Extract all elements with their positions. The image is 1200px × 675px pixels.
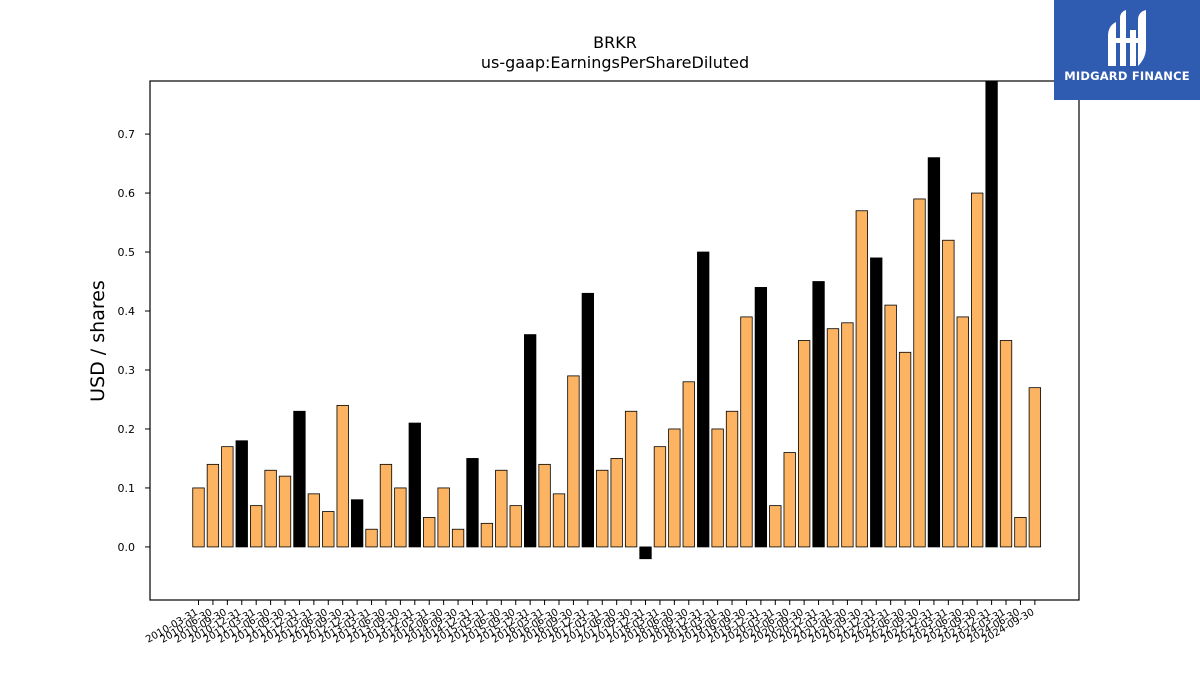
bar-2020-12-31 — [812, 281, 825, 548]
bar-2015-06-30 — [495, 469, 508, 548]
bar-2017-06-30 — [610, 458, 623, 548]
bars-group — [192, 80, 1042, 560]
brand-mark-icon — [1108, 10, 1146, 66]
bar-2019-09-30 — [740, 316, 753, 548]
bar-2010-12-31 — [235, 440, 248, 548]
bar-2012-09-30 — [336, 404, 349, 548]
bar-2013-09-30 — [394, 487, 407, 548]
bar-2023-12-31 — [985, 80, 998, 548]
bar-2022-12-31 — [927, 157, 941, 548]
y-tick-label: 0.1 — [118, 482, 136, 495]
bar-2015-09-30 — [509, 505, 522, 548]
bar-2010-06-30 — [206, 463, 220, 548]
bar-2024-06-30 — [1014, 517, 1027, 548]
bar-2013-12-31 — [408, 422, 421, 548]
bar-2020-09-30 — [797, 340, 811, 548]
y-tick-label: 0.6 — [118, 187, 136, 200]
bar-2011-03-31 — [250, 505, 263, 548]
y-tick-label: 0.0 — [118, 541, 136, 554]
bar-2011-06-30 — [264, 469, 277, 548]
bar-2018-06-30 — [668, 428, 681, 548]
bar-2012-06-30 — [322, 511, 335, 548]
bar-2018-09-30 — [682, 381, 695, 548]
bar-2012-03-31 — [307, 493, 321, 548]
bar-2013-03-31 — [365, 528, 378, 548]
brand-name: MIDGARD FINANCE — [1064, 69, 1190, 83]
x-ticks-group: 2010-03-312010-06-302010-09-302010-12-31… — [144, 600, 1036, 646]
bar-2014-09-30 — [451, 528, 465, 548]
bar-2022-09-30 — [913, 198, 926, 548]
bar-2011-12-31 — [293, 410, 306, 548]
bar-2015-12-31 — [524, 334, 537, 548]
bar-2017-03-31 — [596, 469, 609, 548]
y-tick-label: 0.5 — [118, 246, 136, 259]
y-tick-label: 0.2 — [118, 423, 136, 436]
bar-2016-09-30 — [567, 375, 580, 548]
bar-2013-06-30 — [379, 463, 393, 548]
bar-2020-06-30 — [783, 452, 796, 548]
bar-2010-09-30 — [221, 446, 234, 548]
bar-2015-03-31 — [480, 522, 494, 548]
plot-frame — [149, 80, 1080, 601]
bar-2012-12-31 — [350, 499, 364, 548]
brand-logo: MIDGARD FINANCE — [1054, 0, 1200, 100]
bar-2014-03-31 — [423, 517, 436, 548]
bar-2011-09-30 — [278, 475, 292, 548]
y-tick-label: 0.4 — [118, 305, 136, 318]
bar-2021-09-30 — [855, 210, 868, 548]
bar-2010-03-31 — [192, 487, 205, 548]
y-ticks-group: 0.0 0.1 0.2 0.3 0.4 0.5 0.6 0.7 — [118, 128, 150, 554]
bar-2021-03-31 — [826, 328, 840, 548]
bar-2021-12-31 — [870, 257, 883, 548]
bar-2017-09-30 — [624, 410, 638, 548]
bar-2020-03-31 — [769, 505, 782, 548]
bar-2019-03-31 — [711, 428, 724, 548]
bar-2017-12-31 — [639, 546, 652, 560]
bar-2016-06-30 — [552, 493, 566, 548]
y-axis-label: USD / shares — [87, 280, 109, 402]
bar-2024-09-30 — [1028, 387, 1042, 548]
bar-2019-12-31 — [754, 287, 768, 548]
bar-2014-06-30 — [437, 487, 450, 548]
bar-2024-03-31 — [999, 340, 1013, 548]
bar-2023-03-31 — [942, 239, 955, 548]
chart-subtitle: us-gaap:EarningsPerShareDiluted — [481, 53, 749, 72]
bar-2018-12-31 — [697, 251, 710, 548]
bar-2023-06-30 — [956, 316, 969, 548]
bar-2022-06-30 — [898, 351, 912, 548]
bar-2023-09-30 — [971, 192, 984, 548]
y-tick-label: 0.7 — [118, 128, 136, 141]
chart-title: BRKR — [593, 33, 637, 52]
bar-2016-12-31 — [581, 292, 594, 548]
bar-2019-06-30 — [725, 410, 739, 548]
bar-2018-03-31 — [653, 446, 667, 548]
bar-2014-12-31 — [466, 458, 479, 548]
bar-2021-06-30 — [841, 322, 854, 548]
y-tick-label: 0.3 — [118, 364, 136, 377]
bar-2016-03-31 — [538, 463, 551, 548]
bar-2022-03-31 — [884, 304, 897, 548]
